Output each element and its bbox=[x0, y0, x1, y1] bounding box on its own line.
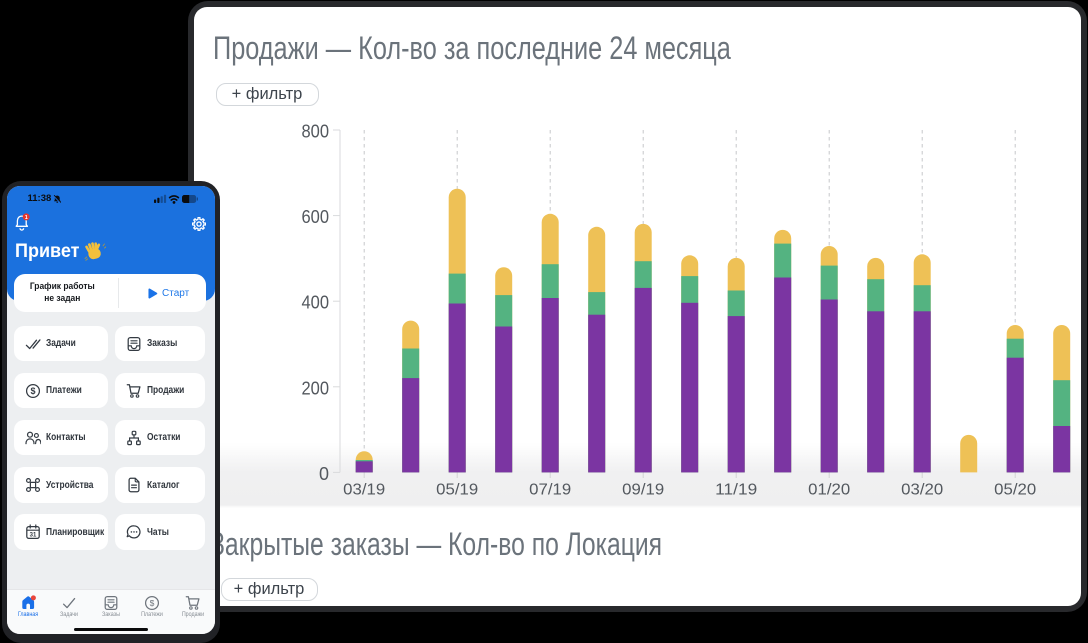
svg-text:400: 400 bbox=[301, 293, 329, 313]
svg-text:600: 600 bbox=[301, 207, 329, 227]
svg-text:$: $ bbox=[30, 386, 35, 396]
svg-text:09/19: 09/19 bbox=[622, 482, 664, 499]
svg-text:1: 1 bbox=[24, 215, 27, 221]
svg-text:01/20: 01/20 bbox=[808, 482, 850, 499]
svg-text:05/19: 05/19 bbox=[436, 482, 478, 499]
svg-text:800: 800 bbox=[301, 122, 329, 142]
svg-text:05/20: 05/20 bbox=[994, 482, 1036, 499]
svg-text:03/20: 03/20 bbox=[901, 482, 943, 499]
svg-text:200: 200 bbox=[301, 378, 329, 398]
svg-text:11/19: 11/19 bbox=[715, 482, 757, 499]
svg-text:$: $ bbox=[150, 598, 155, 608]
svg-text:0: 0 bbox=[318, 464, 328, 484]
svg-text:03/19: 03/19 bbox=[343, 482, 385, 499]
svg-text:31: 31 bbox=[30, 533, 37, 539]
svg-text:07/19: 07/19 bbox=[529, 482, 571, 499]
